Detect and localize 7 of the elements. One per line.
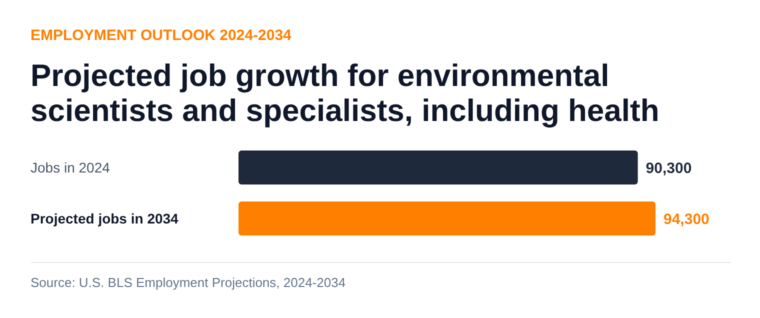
source-note: Source: U.S. BLS Employment Projections, 2024-2034 (30, 275, 346, 290)
chart-subtitle: EMPLOYMENT OUTLOOK 2024-2034 (30, 27, 292, 44)
data-label: 94,300 (664, 211, 710, 228)
y-tick-label: Projected jobs in 2034 (30, 210, 179, 226)
y-tick-label: Jobs in 2024 (30, 160, 110, 176)
data-label: 90,300 (646, 160, 692, 177)
chart-title: Projected job growth for environmental scientists and specialists, including health (30, 58, 660, 128)
